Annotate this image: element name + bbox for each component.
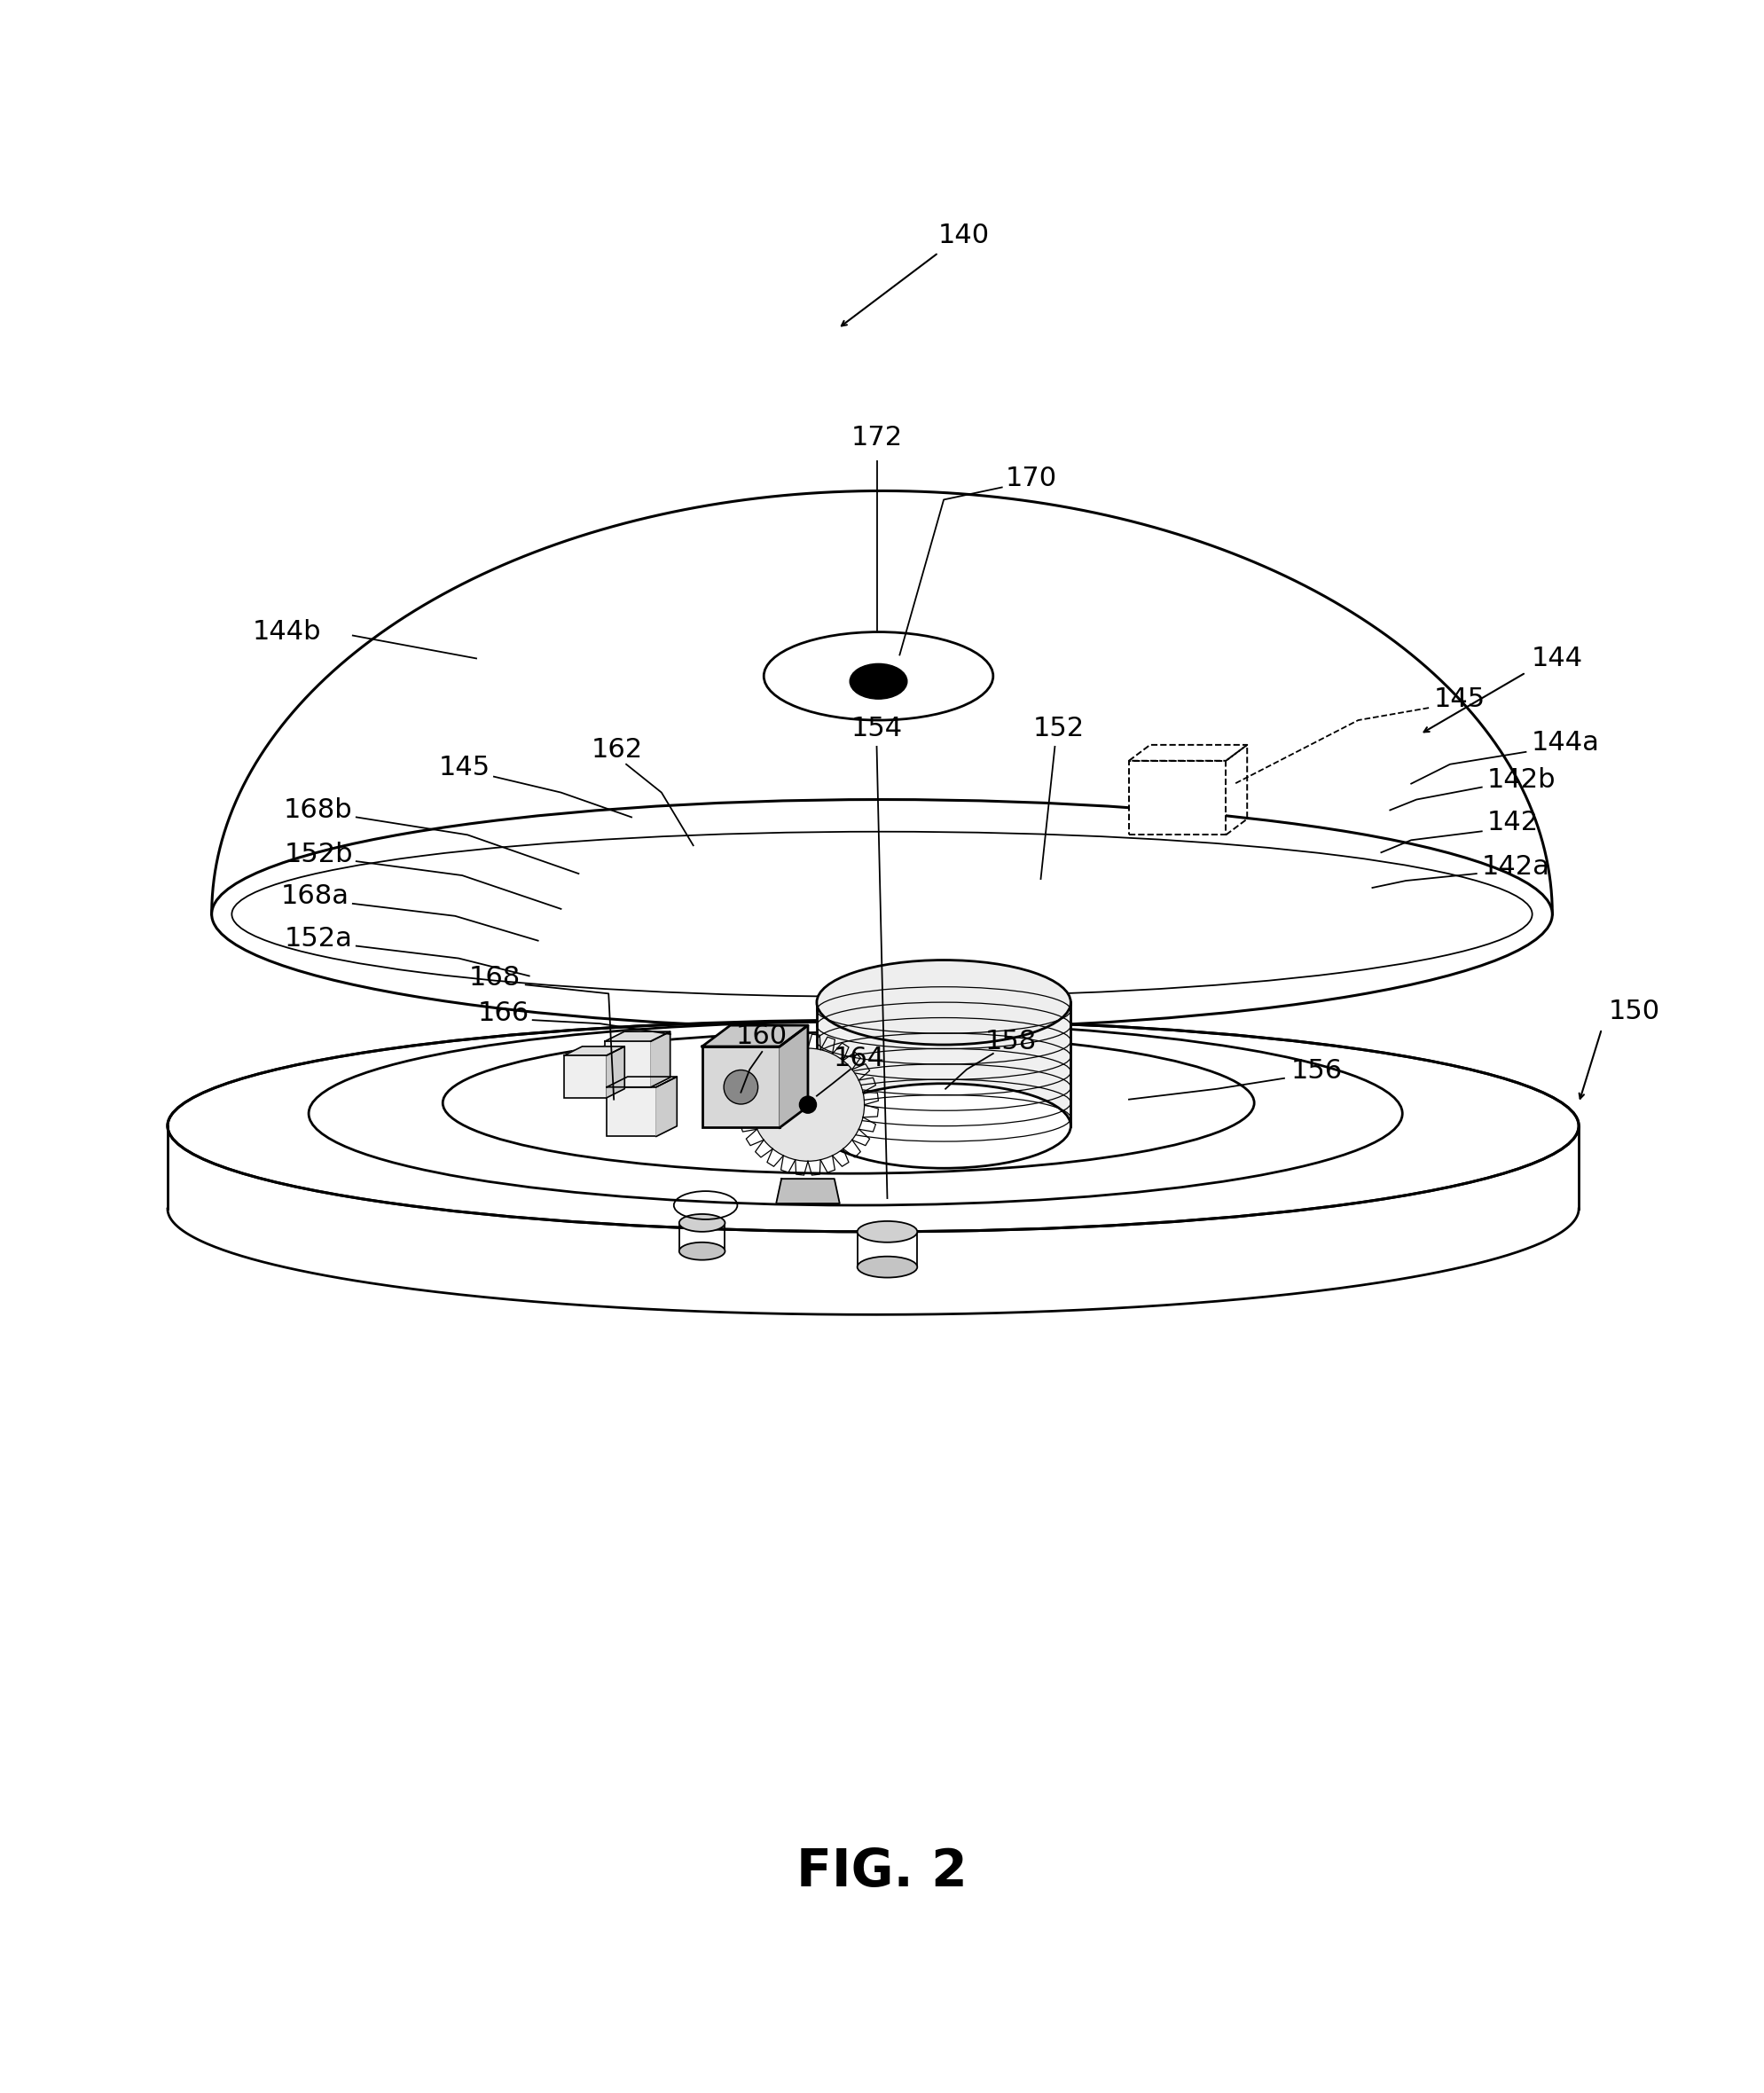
Text: 160: 160: [736, 1023, 789, 1049]
Ellipse shape: [857, 1256, 917, 1277]
Text: 158: 158: [984, 1028, 1037, 1055]
Text: 152: 152: [1032, 716, 1085, 741]
Ellipse shape: [679, 1243, 725, 1260]
Polygon shape: [651, 1032, 670, 1086]
Text: FIG. 2: FIG. 2: [797, 1846, 967, 1898]
Ellipse shape: [309, 1021, 1402, 1206]
Ellipse shape: [723, 1070, 759, 1105]
Polygon shape: [776, 1178, 840, 1203]
Text: 168b: 168b: [284, 797, 353, 823]
Ellipse shape: [850, 663, 907, 699]
Text: 150: 150: [1609, 998, 1660, 1023]
Text: 145: 145: [1434, 687, 1485, 712]
Text: 145: 145: [439, 756, 490, 781]
Polygon shape: [702, 1026, 808, 1046]
Text: 162: 162: [591, 737, 644, 764]
Bar: [1129, 760, 1226, 835]
Ellipse shape: [168, 1019, 1579, 1231]
Text: 166: 166: [478, 1000, 529, 1026]
Ellipse shape: [764, 632, 993, 720]
Polygon shape: [564, 1046, 624, 1055]
Ellipse shape: [212, 800, 1552, 1030]
Polygon shape: [605, 1032, 670, 1040]
Text: 156: 156: [1291, 1059, 1342, 1084]
Bar: [605, 1040, 651, 1086]
Text: 152a: 152a: [284, 925, 353, 952]
Text: 170: 170: [1005, 465, 1057, 492]
Polygon shape: [656, 1076, 677, 1136]
Bar: [702, 1046, 780, 1128]
Ellipse shape: [817, 961, 1071, 1044]
Ellipse shape: [817, 1084, 1071, 1168]
Ellipse shape: [679, 1214, 725, 1231]
Text: 144a: 144a: [1531, 730, 1600, 756]
Polygon shape: [780, 1026, 808, 1128]
Ellipse shape: [443, 1032, 1254, 1174]
Text: 140: 140: [938, 222, 990, 247]
Ellipse shape: [857, 1220, 917, 1243]
Text: 164: 164: [833, 1046, 886, 1072]
Text: 172: 172: [850, 425, 903, 450]
Text: 168a: 168a: [280, 883, 349, 910]
Polygon shape: [607, 1076, 677, 1086]
Text: 144b: 144b: [252, 620, 321, 645]
Bar: [564, 1055, 607, 1097]
Text: 144: 144: [1531, 645, 1582, 672]
Text: 168: 168: [469, 965, 520, 990]
Ellipse shape: [799, 1097, 817, 1113]
Text: 142: 142: [1487, 810, 1538, 835]
Ellipse shape: [751, 1049, 864, 1162]
Text: 142a: 142a: [1482, 854, 1551, 879]
Text: 142b: 142b: [1487, 768, 1556, 793]
Polygon shape: [607, 1046, 624, 1097]
Text: 152b: 152b: [284, 841, 353, 867]
Bar: [607, 1086, 656, 1136]
Text: 154: 154: [850, 716, 903, 741]
